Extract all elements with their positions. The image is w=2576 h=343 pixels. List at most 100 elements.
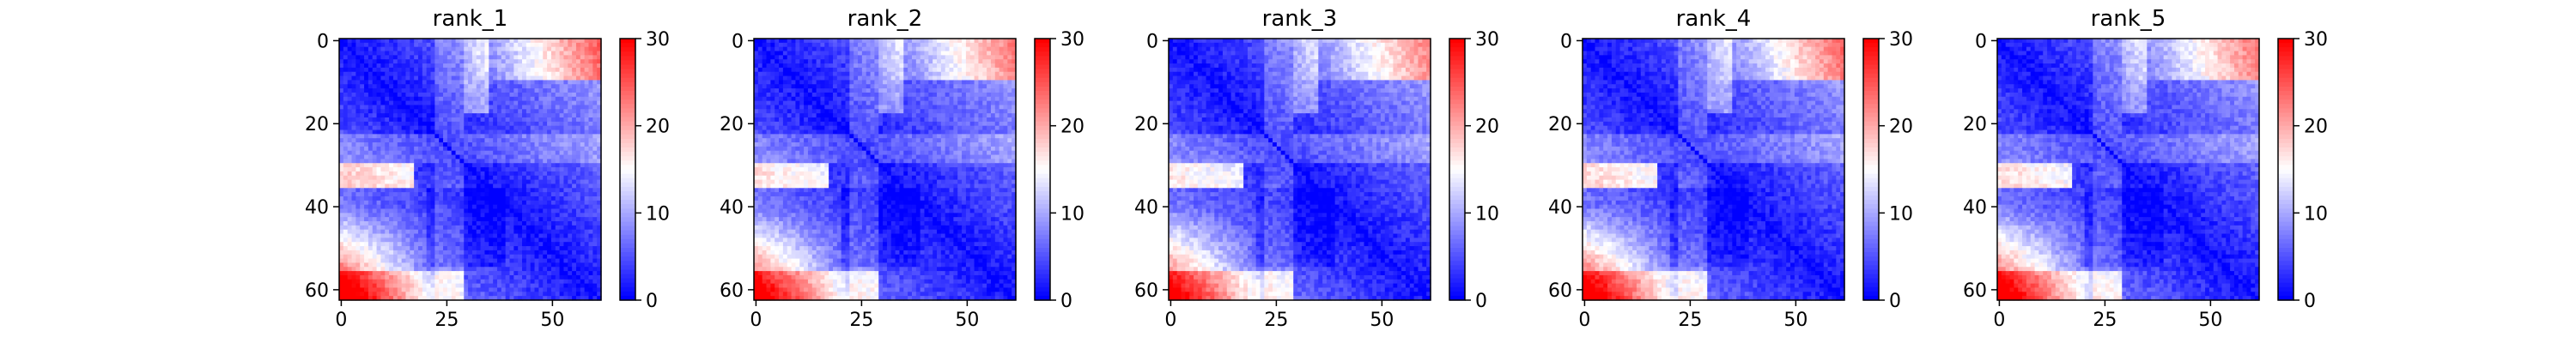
heatmap-cell [1012, 39, 1017, 44]
heatmap-cell [476, 287, 482, 292]
heatmap-cell [410, 63, 415, 69]
heatmap-cell [434, 196, 440, 202]
heatmap-cell [455, 229, 460, 235]
heatmap-cell [426, 175, 432, 181]
heatmap-cell [380, 221, 386, 226]
heatmap-cell [945, 96, 951, 102]
heatmap-cell [339, 204, 344, 210]
heatmap-cell [422, 42, 428, 48]
heatmap-cell [575, 292, 581, 297]
heatmap-cell [422, 274, 428, 280]
heatmap-cell [899, 59, 904, 64]
heatmap-cell [484, 179, 489, 185]
heatmap-cell [443, 146, 448, 152]
heatmap-cell [588, 142, 593, 147]
heatmap-cell [443, 80, 448, 85]
heatmap-cell [811, 55, 817, 60]
heatmap-cell [380, 188, 386, 193]
heatmap-cell [389, 67, 394, 73]
heatmap-cell [509, 274, 514, 280]
heatmap-cell [401, 55, 407, 60]
heatmap-cell [410, 146, 415, 152]
heatmap-cell [588, 163, 593, 168]
heatmap-cell [397, 80, 403, 85]
heatmap-cell [471, 39, 477, 44]
heatmap-cell [430, 154, 435, 159]
heatmap-cell [903, 92, 908, 98]
heatmap-cell [385, 150, 390, 156]
heatmap-cell [580, 154, 586, 159]
heatmap-cell [568, 88, 573, 93]
heatmap-cell [459, 238, 465, 243]
heatmap-cell [915, 96, 921, 102]
heatmap-cell [426, 238, 432, 243]
heatmap-cell [364, 274, 369, 280]
colorbar-tick-label: 30 [646, 29, 670, 51]
heatmap-cell [493, 71, 498, 77]
heatmap-cell [484, 113, 489, 118]
heatmap-cell [584, 217, 590, 222]
heatmap-cell [762, 67, 768, 73]
heatmap-cell [443, 39, 448, 44]
heatmap-cell [405, 96, 410, 102]
heatmap-cell [414, 63, 419, 69]
heatmap-cell [405, 287, 410, 292]
heatmap-cell [493, 233, 498, 238]
heatmap-cell [422, 192, 428, 197]
heatmap-cell [592, 71, 598, 77]
heatmap-cell [547, 221, 552, 226]
heatmap-cell [534, 92, 539, 98]
heatmap-cell [861, 59, 867, 64]
heatmap-cell [550, 262, 556, 268]
heatmap-cell [447, 271, 453, 276]
heatmap-cell [526, 159, 532, 164]
heatmap-cell [451, 84, 457, 89]
heatmap-cell [937, 92, 942, 98]
heatmap-cell [526, 71, 532, 77]
heatmap-cell [518, 150, 523, 156]
heatmap-cell [389, 71, 394, 77]
heatmap-cell [355, 75, 361, 81]
heatmap-cell [588, 271, 593, 276]
heatmap-cell [468, 238, 473, 243]
heatmap-cell [480, 92, 486, 98]
heatmap-cell [816, 80, 822, 85]
heatmap-cell [439, 121, 444, 127]
heatmap-cell [584, 84, 590, 89]
heatmap-cell [455, 113, 460, 118]
heatmap-cell [526, 84, 532, 89]
heatmap-cell [397, 159, 403, 164]
heatmap-cell [339, 274, 344, 280]
heatmap-cell [982, 59, 987, 64]
heatmap-cell [364, 146, 369, 152]
heatmap-cell [538, 217, 544, 222]
heatmap-cell [447, 262, 453, 268]
heatmap-cell [501, 171, 507, 177]
heatmap-cell [559, 262, 565, 268]
heatmap-cell [447, 59, 453, 64]
heatmap-cell [597, 67, 602, 73]
heatmap-cell [543, 167, 548, 172]
heatmap-cell [513, 179, 519, 185]
heatmap-cell [588, 238, 593, 243]
heatmap-cell [588, 150, 593, 156]
heatmap-cell [368, 125, 374, 131]
heatmap-cell [787, 84, 793, 89]
heatmap-cell [534, 192, 539, 197]
heatmap-cell [451, 184, 457, 189]
heatmap-cell [455, 221, 460, 226]
heatmap-cell [849, 92, 854, 98]
heatmap-cell [534, 217, 539, 222]
heatmap-cell [397, 117, 403, 123]
heatmap-cell [447, 163, 453, 168]
heatmap-cell [915, 42, 921, 48]
heatmap-cell [480, 146, 486, 152]
heatmap-cell [908, 92, 913, 98]
heatmap-cell [505, 188, 511, 193]
heatmap-cell [426, 250, 432, 256]
heatmap-cell [568, 109, 573, 114]
heatmap-cell [430, 84, 435, 89]
heatmap-cell [496, 67, 502, 73]
heatmap-cell [513, 105, 519, 110]
heatmap-cell [543, 200, 548, 206]
